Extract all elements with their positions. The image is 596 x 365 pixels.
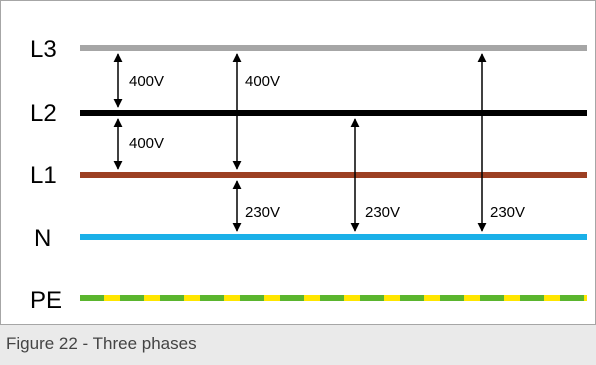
figure-caption: Figure 22 - Three phases <box>6 334 197 353</box>
three-phase-diagram: L3 L2 L1 N PE 400V 400V 400V 230V 230V 2… <box>30 36 587 314</box>
voltage-l2-n: 230V <box>365 204 400 221</box>
label-l2: L2 <box>30 100 57 127</box>
label-pe: PE <box>30 287 62 314</box>
voltage-l3-n: 230V <box>490 204 525 221</box>
voltage-l2-l1: 400V <box>129 135 164 152</box>
label-l1: L1 <box>30 162 57 189</box>
voltage-l1-n: 230V <box>245 204 280 221</box>
voltage-l3-l2: 400V <box>129 73 164 90</box>
label-l3: L3 <box>30 36 57 63</box>
label-n: N <box>34 225 51 252</box>
diagram-frame <box>0 0 596 325</box>
caption-bar <box>0 325 596 365</box>
voltage-l3-l1: 400V <box>245 73 280 90</box>
